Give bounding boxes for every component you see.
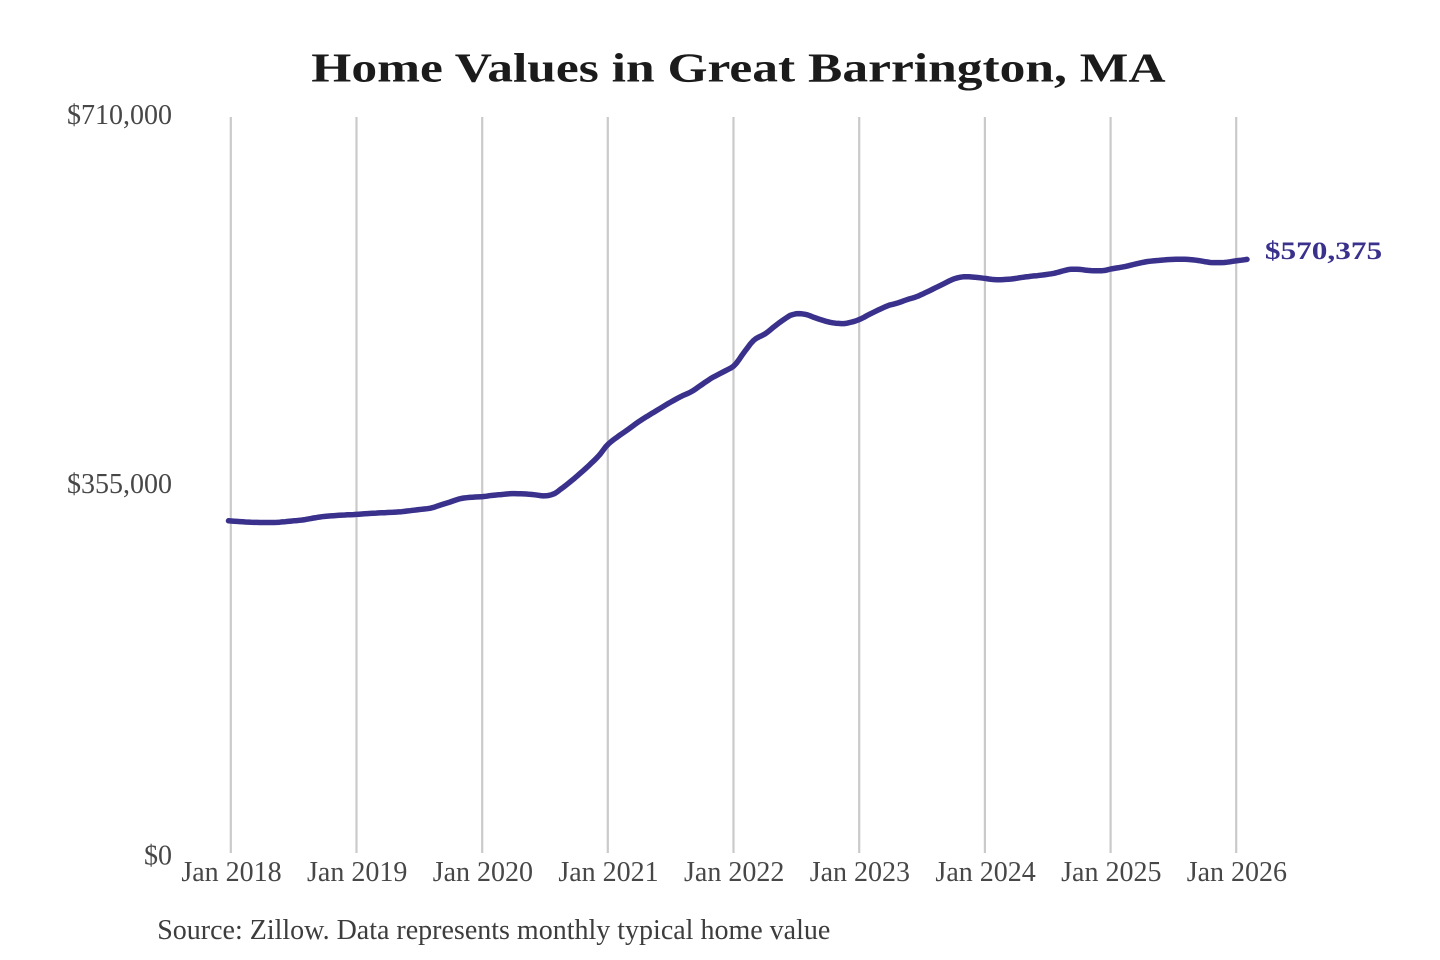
svg-text:Home Values in Great Barringto: Home Values in Great Barrington, MA: [311, 46, 1166, 91]
svg-text:Source: Zillow. Data represent: Source: Zillow. Data represents monthly …: [157, 915, 830, 946]
svg-text:$0: $0: [144, 840, 172, 871]
svg-text:$355,000: $355,000: [67, 469, 172, 500]
svg-text:$570,375: $570,375: [1265, 238, 1382, 265]
svg-text:Jan 2018: Jan 2018: [181, 857, 281, 888]
svg-text:Jan 2023: Jan 2023: [810, 857, 910, 888]
svg-text:Jan 2025: Jan 2025: [1061, 857, 1161, 888]
svg-text:Jan 2022: Jan 2022: [684, 857, 784, 888]
svg-text:Jan 2020: Jan 2020: [433, 857, 533, 888]
svg-text:Jan 2021: Jan 2021: [558, 857, 658, 888]
svg-text:Jan 2026: Jan 2026: [1187, 857, 1287, 888]
svg-text:$710,000: $710,000: [67, 100, 172, 131]
svg-text:Jan 2019: Jan 2019: [307, 857, 407, 888]
svg-text:Jan 2024: Jan 2024: [935, 857, 1035, 888]
